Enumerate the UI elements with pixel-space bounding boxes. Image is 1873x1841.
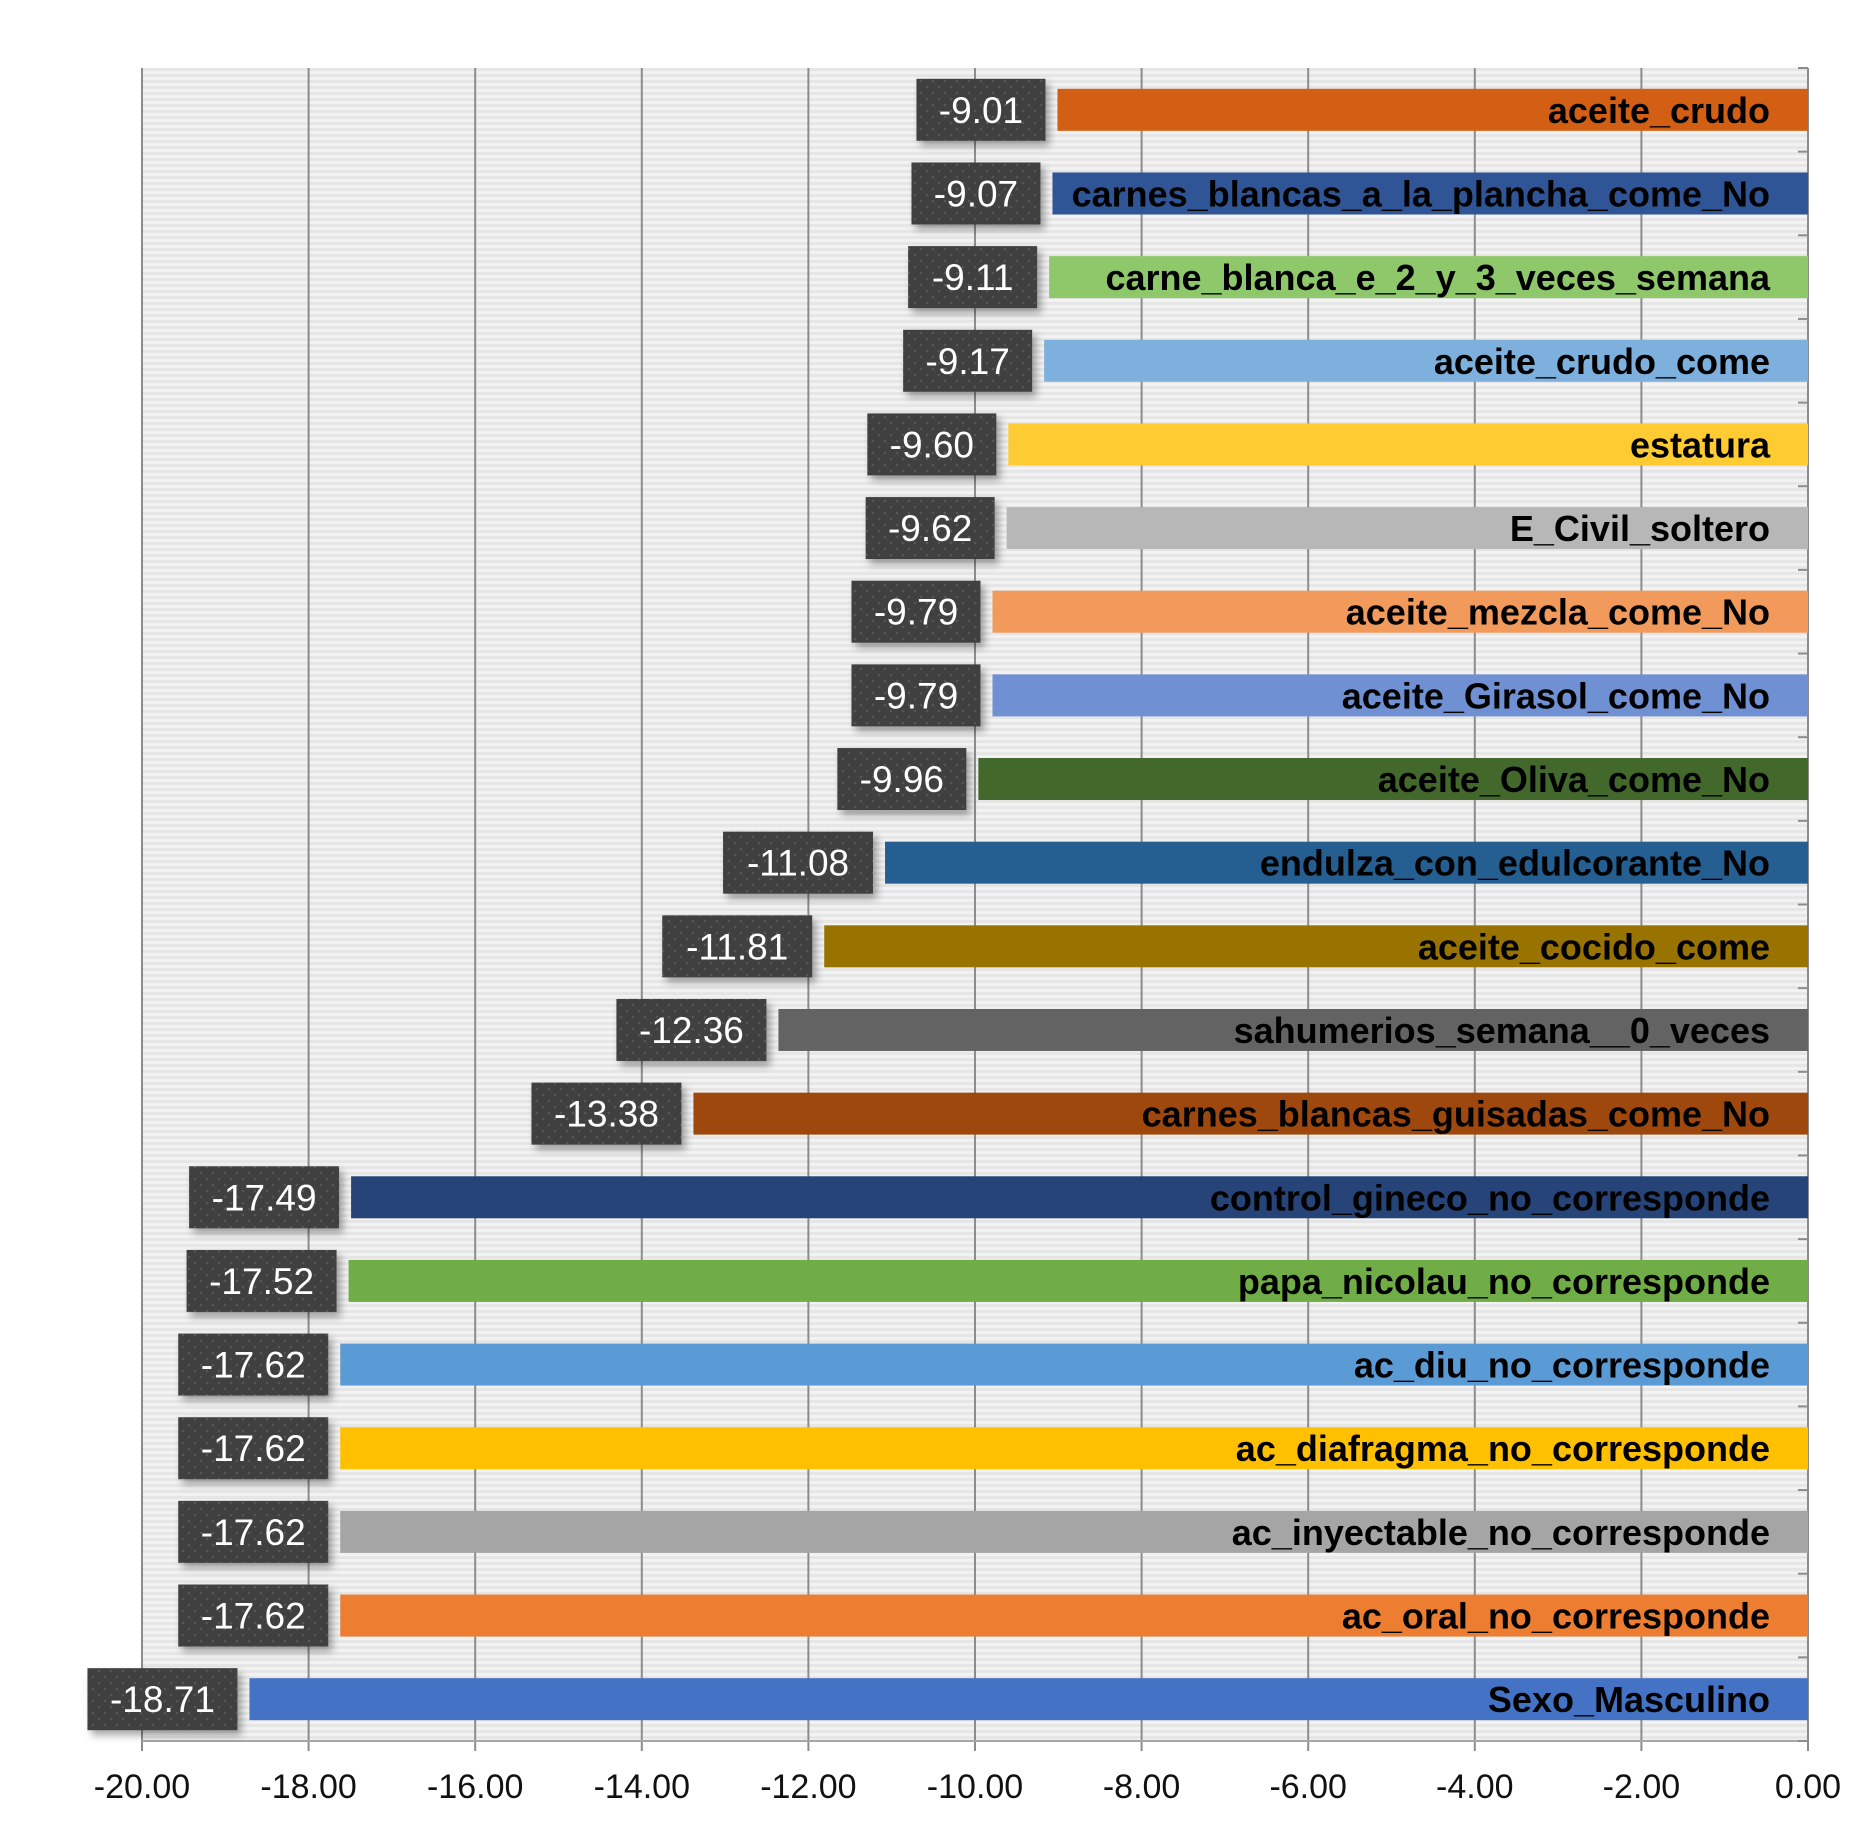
x-tick-label: -16.00	[427, 1768, 523, 1806]
data-label-box	[531, 1082, 682, 1145]
bar	[778, 1008, 1808, 1051]
x-tick-label: -20.00	[94, 1768, 190, 1806]
bar	[1006, 507, 1808, 550]
category-label: endulza_con_edulcorante_No	[1260, 843, 1770, 884]
data-label: -17.62	[201, 1596, 306, 1637]
category-label: aceite_crudo_come	[1434, 341, 1770, 382]
data-label-box	[178, 1584, 329, 1647]
bar	[348, 1259, 1809, 1302]
data-label: -17.49	[212, 1177, 317, 1218]
data-label: -11.81	[686, 926, 788, 967]
data-label: -9.07	[934, 173, 1018, 214]
bar	[1049, 256, 1808, 299]
x-axis-ticks: -20.00 -18.00 -16.00 -14.00 -12.00 -10.00 -8.0…	[94, 1768, 1841, 1806]
x-tick-label: -8.00	[1103, 1768, 1181, 1806]
data-label: -11.08	[747, 843, 849, 884]
category-label: aceite_crudo	[1548, 90, 1770, 131]
bars: aceite_crudo -9.01 carnes_blancas_a_la_pla…	[87, 78, 1809, 1731]
x-tick-label: -4.00	[1436, 1768, 1514, 1806]
data-label: -9.17	[925, 341, 1009, 382]
data-label-box	[87, 1668, 238, 1731]
data-label: -9.96	[860, 759, 944, 800]
bar	[340, 1343, 1808, 1386]
data-label: -9.79	[874, 592, 958, 633]
category-label: papa_nicolau_no_corresponde	[1238, 1261, 1770, 1302]
x-tick-label: -14.00	[594, 1768, 690, 1806]
bar	[340, 1510, 1808, 1553]
data-label-box	[916, 78, 1046, 141]
category-label: ac_oral_no_corresponde	[1342, 1596, 1770, 1637]
category-label: carnes_blancas_a_la_plancha_come_No	[1072, 173, 1770, 214]
bar	[249, 1678, 1808, 1721]
data-label: -9.62	[888, 508, 972, 549]
category-label: carnes_blancas_guisadas_come_No	[1142, 1094, 1770, 1135]
data-label-box	[186, 1249, 337, 1312]
data-label-box	[178, 1500, 329, 1563]
data-label: -18.71	[110, 1679, 215, 1720]
data-label-box	[189, 1166, 340, 1229]
data-label: -9.11	[932, 257, 1014, 298]
bar	[351, 1176, 1808, 1219]
data-label-box	[178, 1417, 329, 1480]
category-label: ac_diu_no_corresponde	[1354, 1345, 1770, 1386]
data-label: -17.62	[201, 1512, 306, 1553]
data-label-box	[723, 831, 874, 894]
bar	[992, 590, 1808, 633]
data-label-box	[837, 748, 967, 811]
bar	[992, 674, 1808, 717]
category-label: aceite_mezcla_come_No	[1346, 592, 1770, 633]
bar	[340, 1594, 1808, 1637]
data-label-box	[911, 162, 1041, 225]
category-label: E_Civil_soltero	[1510, 508, 1770, 549]
category-label: ac_inyectable_no_corresponde	[1232, 1512, 1770, 1553]
bar	[1057, 88, 1808, 131]
x-tick-label: -12.00	[760, 1768, 856, 1806]
data-label: -9.60	[890, 424, 974, 465]
bar	[340, 1427, 1808, 1470]
bar	[824, 925, 1808, 968]
data-label: -9.01	[939, 90, 1023, 131]
data-label-box	[908, 246, 1038, 309]
data-label-box	[851, 664, 981, 727]
bar	[1052, 172, 1808, 215]
category-label: aceite_Oliva_come_No	[1378, 759, 1770, 800]
x-tick-label: -6.00	[1269, 1768, 1347, 1806]
data-label: -13.38	[554, 1094, 659, 1135]
bar	[693, 1092, 1808, 1135]
data-label-box	[178, 1333, 329, 1396]
category-label: Sexo_Masculino	[1488, 1679, 1770, 1720]
data-label: -17.62	[201, 1428, 306, 1469]
bar	[885, 841, 1808, 884]
category-label: control_gineco_no_corresponde	[1210, 1177, 1770, 1218]
data-label-box	[867, 413, 997, 476]
category-label: aceite_Girasol_come_No	[1342, 675, 1770, 716]
data-label: -12.36	[639, 1010, 744, 1051]
data-label-box	[865, 497, 995, 560]
bar	[978, 758, 1808, 801]
data-label: -9.79	[874, 675, 958, 716]
bar	[1008, 423, 1808, 466]
category-label: estatura	[1630, 424, 1771, 465]
category-label: sahumerios_semana__0_veces	[1234, 1010, 1770, 1051]
category-label: aceite_cocido_come	[1418, 926, 1770, 967]
data-label: -17.62	[201, 1345, 306, 1386]
bar	[1044, 339, 1808, 382]
category-label: carne_blanca_e_2_y_3_veces_semana	[1105, 257, 1771, 298]
data-label-box	[616, 998, 767, 1061]
category-label: ac_diafragma_no_corresponde	[1236, 1428, 1770, 1469]
data-label-box	[851, 580, 981, 643]
x-tick-label: 0.00	[1775, 1768, 1841, 1806]
data-label-box	[903, 329, 1033, 392]
data-label-box	[662, 915, 813, 978]
data-label: -17.52	[209, 1261, 314, 1302]
x-tick-label: -10.00	[927, 1768, 1023, 1806]
x-tick-label: -18.00	[260, 1768, 356, 1806]
x-tick-label: -2.00	[1603, 1768, 1681, 1806]
